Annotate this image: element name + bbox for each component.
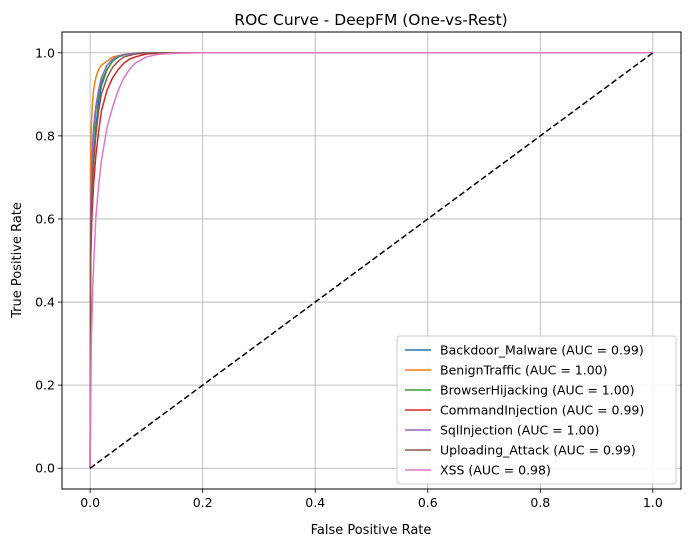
legend-label-1: BenignTraffic (AUC = 1.00) xyxy=(440,363,607,378)
x-axis-label: False Positive Rate xyxy=(311,523,432,538)
legend-label-2: BrowserHijacking (AUC = 1.00) xyxy=(440,383,635,398)
legend-label-3: CommandInjection (AUC = 0.99) xyxy=(440,403,644,418)
plot-frame xyxy=(61,31,682,490)
y-tick-label: 1.0 xyxy=(35,45,55,60)
legend-label-4: SqlInjection (AUC = 1.00) xyxy=(440,423,599,438)
x-tick-label: 0.8 xyxy=(530,495,550,510)
x-tick-label: 0.2 xyxy=(193,495,213,510)
legend-box xyxy=(396,335,677,485)
x-tick-label: 0.4 xyxy=(305,495,325,510)
roc-series-line-5 xyxy=(89,52,653,469)
chart-title: ROC Curve - DeepFM (One-vs-Rest) xyxy=(234,11,507,29)
y-tick-label: 0.2 xyxy=(35,378,55,393)
x-tick-label: 0.6 xyxy=(418,495,438,510)
legend: Backdoor_Malware (AUC = 0.99) BenignTraff… xyxy=(396,335,677,485)
x-tick-label: 1.0 xyxy=(643,495,663,510)
y-axis-ticks: 0.0 0.2 0.4 0.6 0.8 1.0 xyxy=(35,45,62,476)
y-axis-label: True Positive Rate xyxy=(10,202,25,319)
legend-label-5: Uploading_Attack (AUC = 0.99) xyxy=(440,443,636,458)
plot-area xyxy=(89,52,654,469)
legend-label-0: Backdoor_Malware (AUC = 0.99) xyxy=(440,343,644,358)
x-tick-label: 0.0 xyxy=(80,495,100,510)
y-tick-label: 0.0 xyxy=(35,461,55,476)
y-tick-label: 0.6 xyxy=(35,211,55,226)
x-axis-ticks: 0.0 0.2 0.4 0.6 0.8 1.0 xyxy=(80,489,663,510)
legend-label-6: XSS (AUC = 0.98) xyxy=(440,463,551,478)
y-tick-label: 0.4 xyxy=(35,295,55,310)
roc-series-line-6 xyxy=(89,52,653,469)
y-tick-label: 0.8 xyxy=(35,128,55,143)
